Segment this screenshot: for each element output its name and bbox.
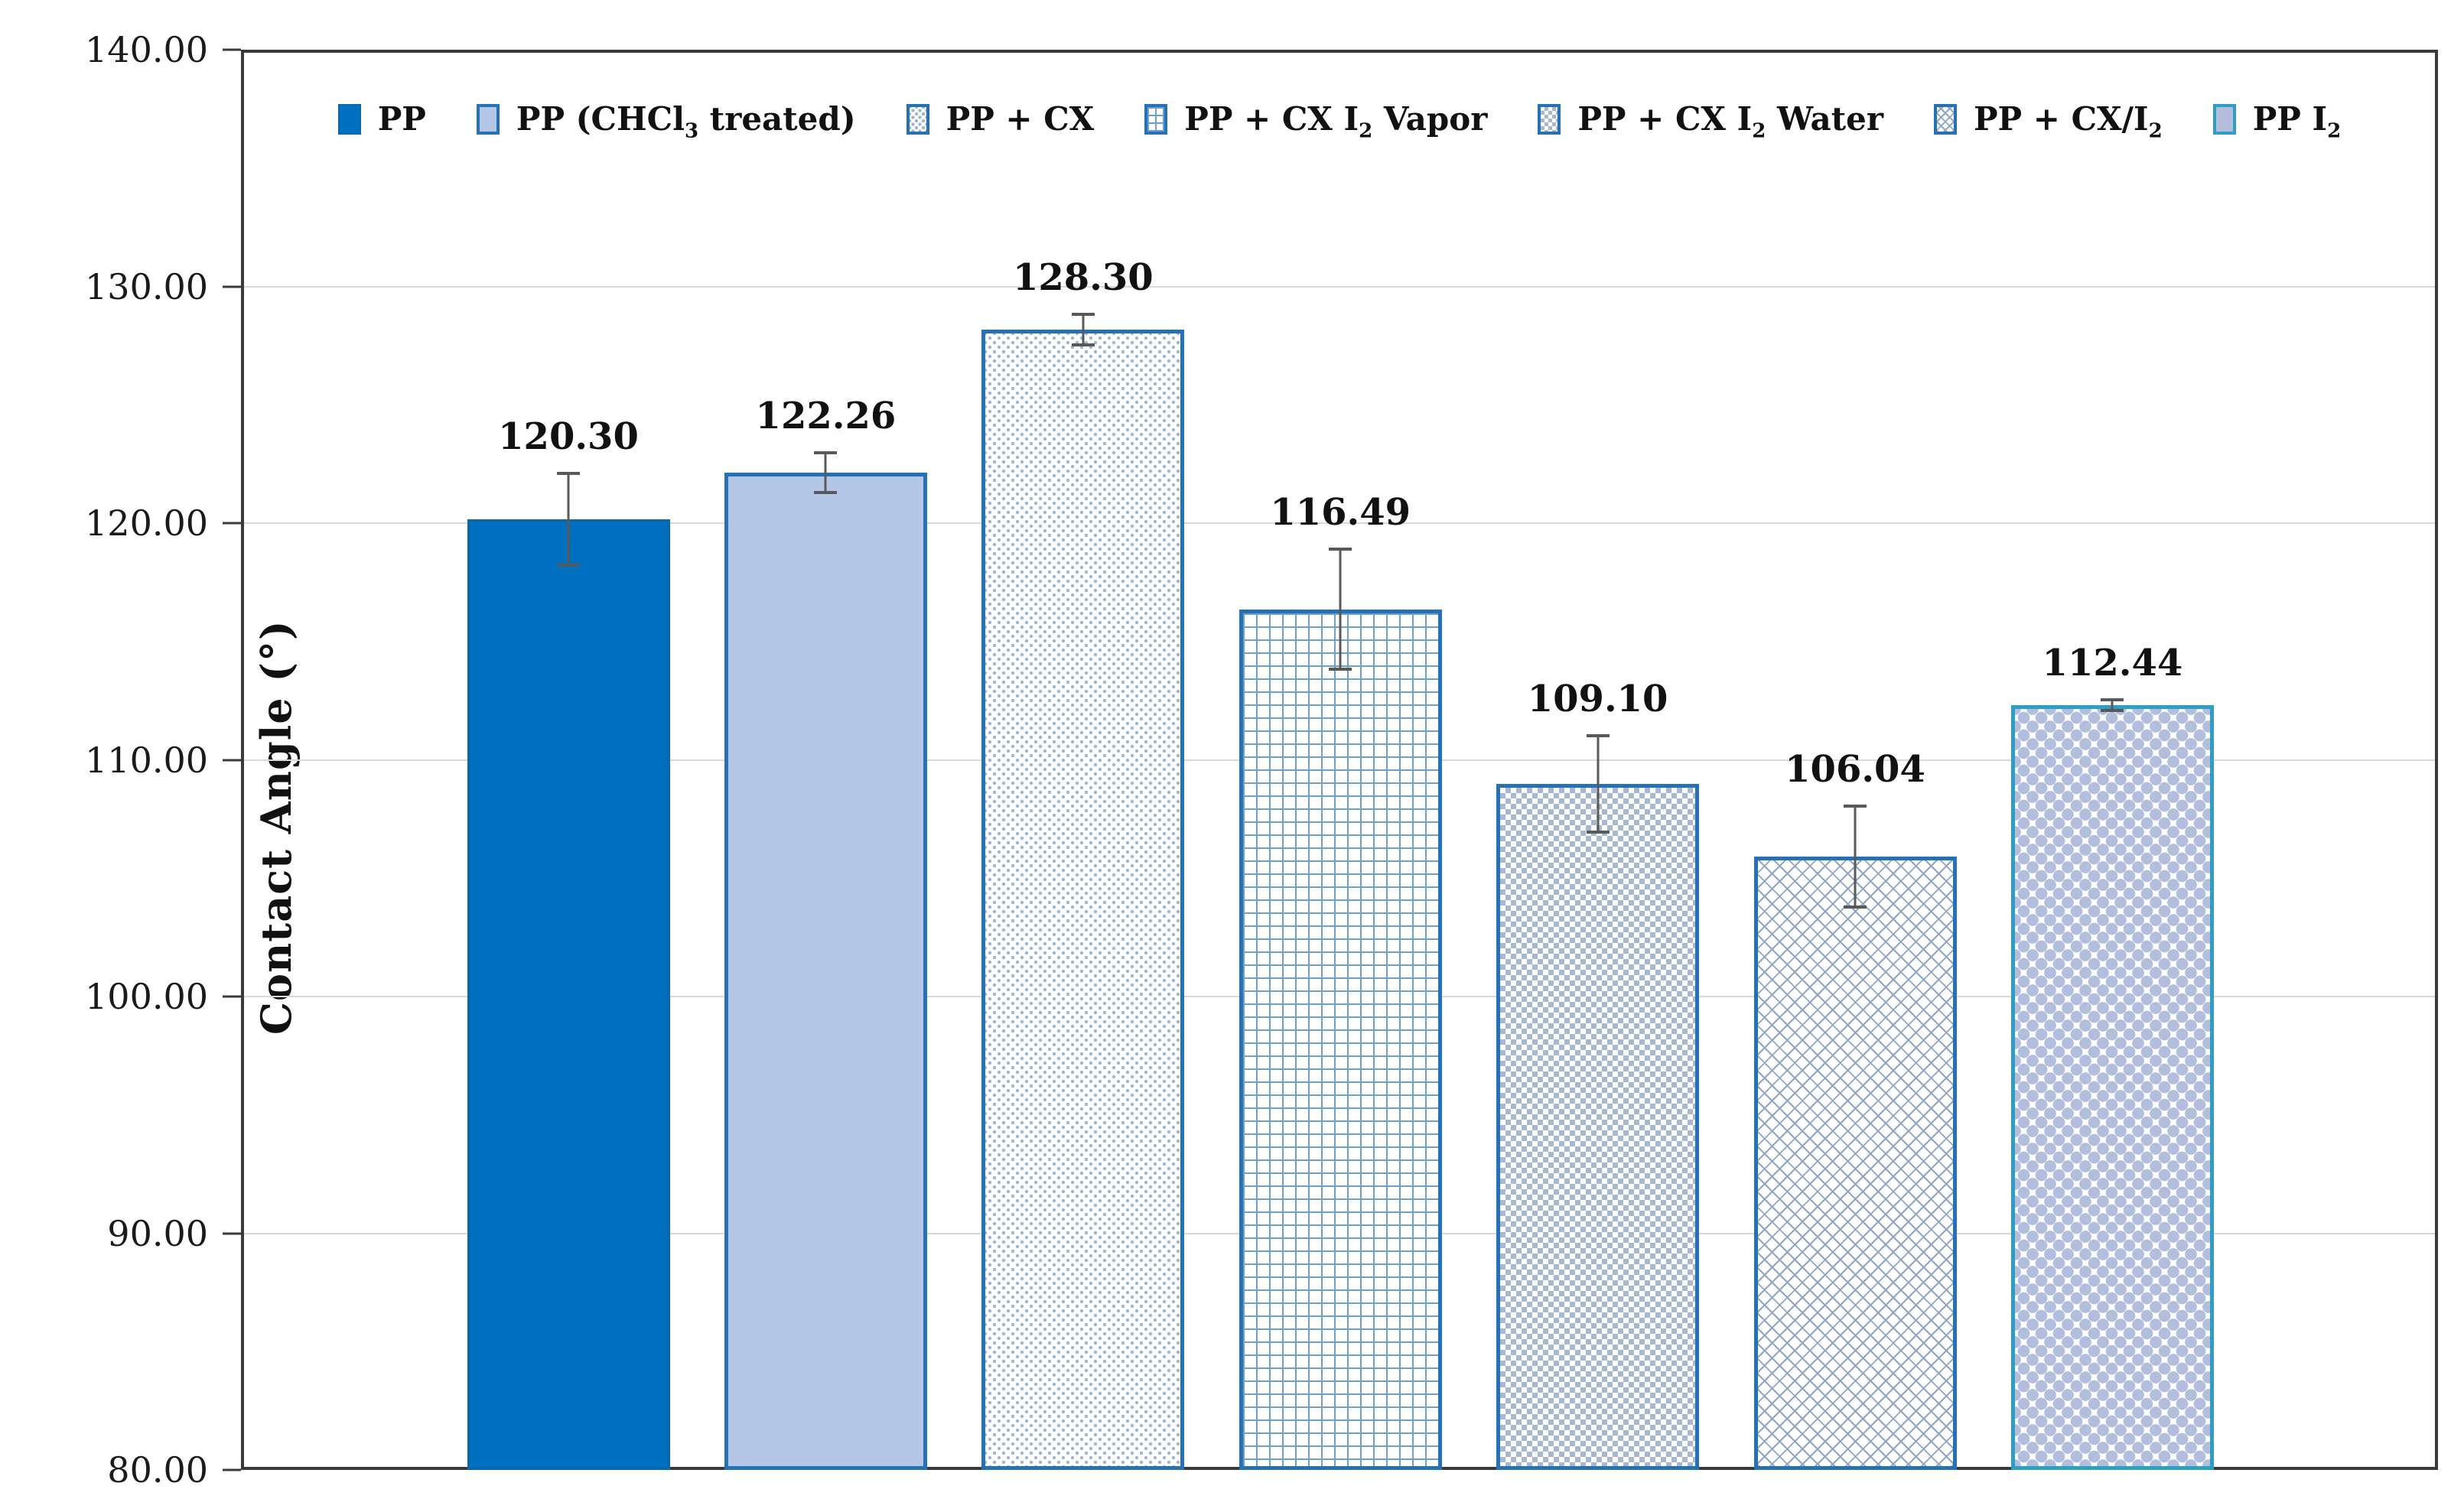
error-bar-line	[1597, 734, 1600, 834]
error-bar-line	[2111, 697, 2114, 713]
y-tick-label: 140.00	[85, 29, 208, 70]
bar-value-label: 122.26	[755, 395, 897, 438]
legend-swatch-dots-icon	[906, 104, 929, 135]
error-bar-pp	[557, 471, 580, 567]
legend-label: PP	[377, 100, 426, 138]
error-bar-line	[1339, 548, 1342, 671]
y-tick-mark	[223, 995, 241, 998]
legend-item-pp-cx-i2: PP + CX/I2	[1933, 100, 2163, 143]
legend-label: PP + CX/I2	[1973, 100, 2163, 143]
legend-item-pp-cx: PP + CX	[906, 100, 1095, 138]
plot-area: Contact Angle (°) PP PP (CHCl3 treated) PP…	[241, 50, 2438, 1470]
error-bar-cap-bottom	[1844, 906, 1867, 909]
gridline	[244, 522, 2435, 524]
gridline	[244, 285, 2435, 288]
bar-value-label: 128.30	[1012, 256, 1154, 300]
bar-pp	[467, 519, 670, 1470]
bar-pp-cx	[981, 330, 1185, 1470]
error-bar-cap-top	[1329, 548, 1352, 551]
y-tick-label: 130.00	[85, 265, 208, 307]
error-bar-cap-top	[1071, 313, 1095, 317]
legend-label: PP (CHCl3 treated)	[516, 100, 856, 143]
legend-label: PP I2	[2252, 100, 2342, 143]
legend-swatch-grid-icon	[1144, 104, 1168, 135]
bar-value-label: 116.49	[1270, 491, 1411, 535]
error-bar-pp-i2	[2101, 697, 2124, 713]
legend-item-pp-cx-i2-vapor: PP + CX I2 Vapor	[1144, 100, 1488, 143]
legend-label: PP + CX I2 Vapor	[1184, 100, 1488, 143]
error-bar-cap-top	[814, 451, 838, 455]
bar-value-label: 112.44	[2042, 641, 2183, 684]
error-bar-line	[824, 451, 827, 494]
error-bar-cap-bottom	[1071, 343, 1095, 346]
legend-item-pp: PP	[337, 100, 426, 138]
y-tick-mark	[223, 1468, 241, 1471]
bar-pp-cx-i2	[1753, 857, 1957, 1470]
error-bar-cap-bottom	[1329, 668, 1352, 671]
y-tick-label: 80.00	[107, 1449, 208, 1491]
legend-item-pp-i2: PP I2	[2212, 100, 2342, 143]
legend-swatch-light-icon	[476, 104, 500, 135]
legend-label: PP + CX I2 Water	[1577, 100, 1883, 143]
error-bar-cap-top	[1586, 734, 1610, 738]
error-bar-cap-top	[1844, 804, 1867, 808]
legend: PP PP (CHCl3 treated) PP + CX PP + CX I2 Va…	[244, 93, 2435, 146]
legend-swatch-checker-icon	[1538, 104, 1561, 135]
y-tick-label: 120.00	[85, 502, 208, 544]
legend-label: PP + CX	[946, 100, 1095, 138]
y-tick-mark	[223, 759, 241, 761]
legend-swatch-diamonds-icon	[2212, 104, 2236, 135]
legend-item-pp-chcl3-treated: PP (CHCl3 treated)	[476, 100, 856, 143]
bar-pp-i2	[2010, 704, 2214, 1470]
y-axis-title: Contact Angle (°)	[252, 619, 301, 1036]
y-tick-mark	[223, 285, 241, 288]
error-bar-pp-chcl3-treated	[814, 451, 838, 494]
y-tick-mark	[223, 48, 241, 51]
legend-swatch-solid-icon	[337, 104, 361, 135]
bar-pp-chcl3-treated	[724, 473, 927, 1470]
bar-value-label: 120.30	[498, 415, 639, 458]
error-bar-cap-bottom	[557, 563, 580, 567]
error-bar-pp-cx-i2-water	[1586, 734, 1610, 834]
error-bar-line	[567, 471, 570, 567]
error-bar-line	[1082, 313, 1085, 346]
error-bar-pp-cx-i2	[1844, 804, 1867, 909]
error-bar-cap-bottom	[814, 490, 838, 494]
legend-swatch-crosshatch-icon	[1933, 104, 1957, 135]
bar-pp-cx-i2-vapor	[1239, 609, 1442, 1470]
error-bar-cap-bottom	[2101, 709, 2124, 713]
bar-value-label: 109.10	[1527, 678, 1668, 721]
y-tick-mark	[223, 1232, 241, 1234]
bar-pp-cx-i2-water	[1496, 784, 1700, 1470]
y-tick-mark	[223, 522, 241, 525]
error-bar-cap-bottom	[1586, 831, 1610, 834]
error-bar-cap-top	[2101, 697, 2124, 701]
error-bar-line	[1854, 804, 1857, 909]
y-tick-label: 100.00	[85, 976, 208, 1017]
y-tick-label: 90.00	[107, 1212, 208, 1254]
legend-item-pp-cx-i2-water: PP + CX I2 Water	[1538, 100, 1883, 143]
bar-value-label: 106.04	[1785, 747, 1925, 791]
error-bar-pp-cx-i2-vapor	[1329, 548, 1352, 671]
error-bar-pp-cx	[1071, 313, 1095, 346]
error-bar-cap-top	[557, 471, 580, 475]
y-tick-label: 110.00	[85, 739, 208, 781]
